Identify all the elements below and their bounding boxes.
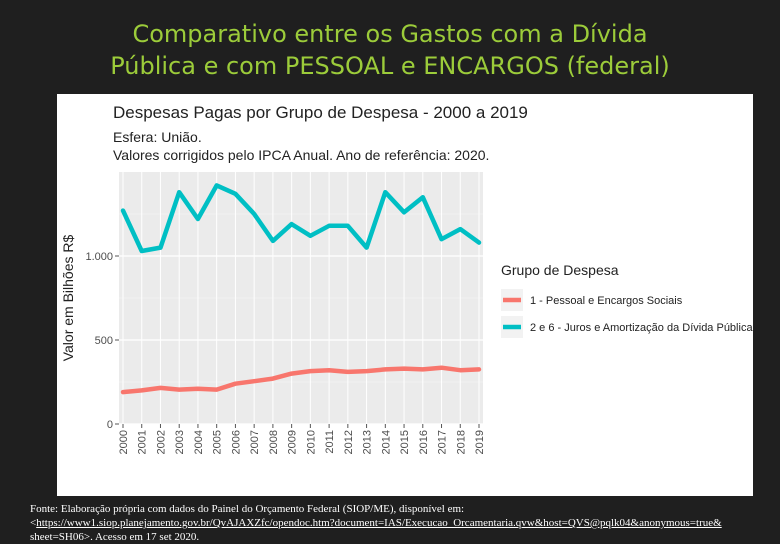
footer-line-1: Fonte: Elaboração própria com dados do P… xyxy=(30,503,465,515)
x-tick-label: 2013 xyxy=(362,430,374,454)
series-line-1 xyxy=(120,365,482,395)
chart-subtitle-line-2: Valores corrigidos pelo IPCA Anual. Ano … xyxy=(113,147,489,163)
footer-link-prefix: < xyxy=(30,517,37,529)
x-tick-label: 2017 xyxy=(437,430,449,454)
x-tick-label: 2005 xyxy=(212,430,224,454)
series-lines xyxy=(120,183,482,395)
footer-line-2: <https://www1.siop.planejamento.gov.br/Q… xyxy=(30,516,780,530)
slide-title-line-1: Comparativo entre os Gastos com a Dívida xyxy=(132,20,648,48)
legend-label: 2 e 6 - Juros e Amortização da Dívida Pú… xyxy=(530,322,753,334)
x-tick-label: 2012 xyxy=(343,430,355,454)
x-tick-label: 2019 xyxy=(474,430,486,454)
legend-title: Grupo de Despesa xyxy=(501,262,619,278)
line-chart: Despesas Pagas por Grupo de Despesa - 20… xyxy=(60,103,753,454)
chart-panel: Despesas Pagas por Grupo de Despesa - 20… xyxy=(57,94,753,496)
x-tick-label: 2002 xyxy=(155,430,167,454)
x-tick-label: 2000 xyxy=(118,430,130,454)
axes: 0 500 1.000 2000 2001 2002 2003 2004 2005 2006 200… xyxy=(85,251,486,454)
x-tick-label: 2006 xyxy=(230,430,242,454)
slide-title-line-2: Pública e com PESSOAL e ENCARGOS (federa… xyxy=(110,52,670,80)
y-tick-label: 1.000 xyxy=(85,251,113,263)
x-tick-label: 2018 xyxy=(455,430,467,454)
x-tick-label: 2004 xyxy=(193,430,205,454)
y-tick-label: 0 xyxy=(107,419,113,431)
x-tick-label: 2015 xyxy=(399,430,411,454)
legend-label: 1 - Pessoal e Encargos Sociais xyxy=(530,295,683,307)
chart-subtitle-line-1: Esfera: União. xyxy=(113,129,202,145)
slide-title: Comparativo entre os Gastos com a Dívida… xyxy=(0,18,780,82)
y-axis-label: Valor em Bilhões R$ xyxy=(60,235,76,362)
x-tick-label: 2014 xyxy=(380,430,392,454)
chart-title: Despesas Pagas por Grupo de Despesa - 20… xyxy=(113,103,528,122)
x-tick-label: 2007 xyxy=(249,430,261,454)
x-tick-label: 2008 xyxy=(268,430,280,454)
legend: Grupo de Despesa 1 - Pessoal e Encargos … xyxy=(501,262,753,338)
x-tick-label: 2011 xyxy=(324,430,336,454)
source-link[interactable]: https://www1.siop.planejamento.gov.br/Qv… xyxy=(36,517,722,529)
x-tick-label: 2010 xyxy=(305,430,317,454)
grid xyxy=(119,172,483,425)
footer-line-3: sheet=SH06>. Acesso em 17 set 2020. xyxy=(30,531,200,543)
x-tick-label: 2001 xyxy=(137,430,149,454)
series-line-2 xyxy=(120,183,482,254)
x-tick-label: 2003 xyxy=(174,430,186,454)
x-tick-label: 2009 xyxy=(287,430,299,454)
x-tick-label: 2016 xyxy=(418,430,430,454)
y-tick-label: 500 xyxy=(95,335,113,347)
footer-source: Fonte: Elaboração própria com dados do P… xyxy=(30,502,780,544)
